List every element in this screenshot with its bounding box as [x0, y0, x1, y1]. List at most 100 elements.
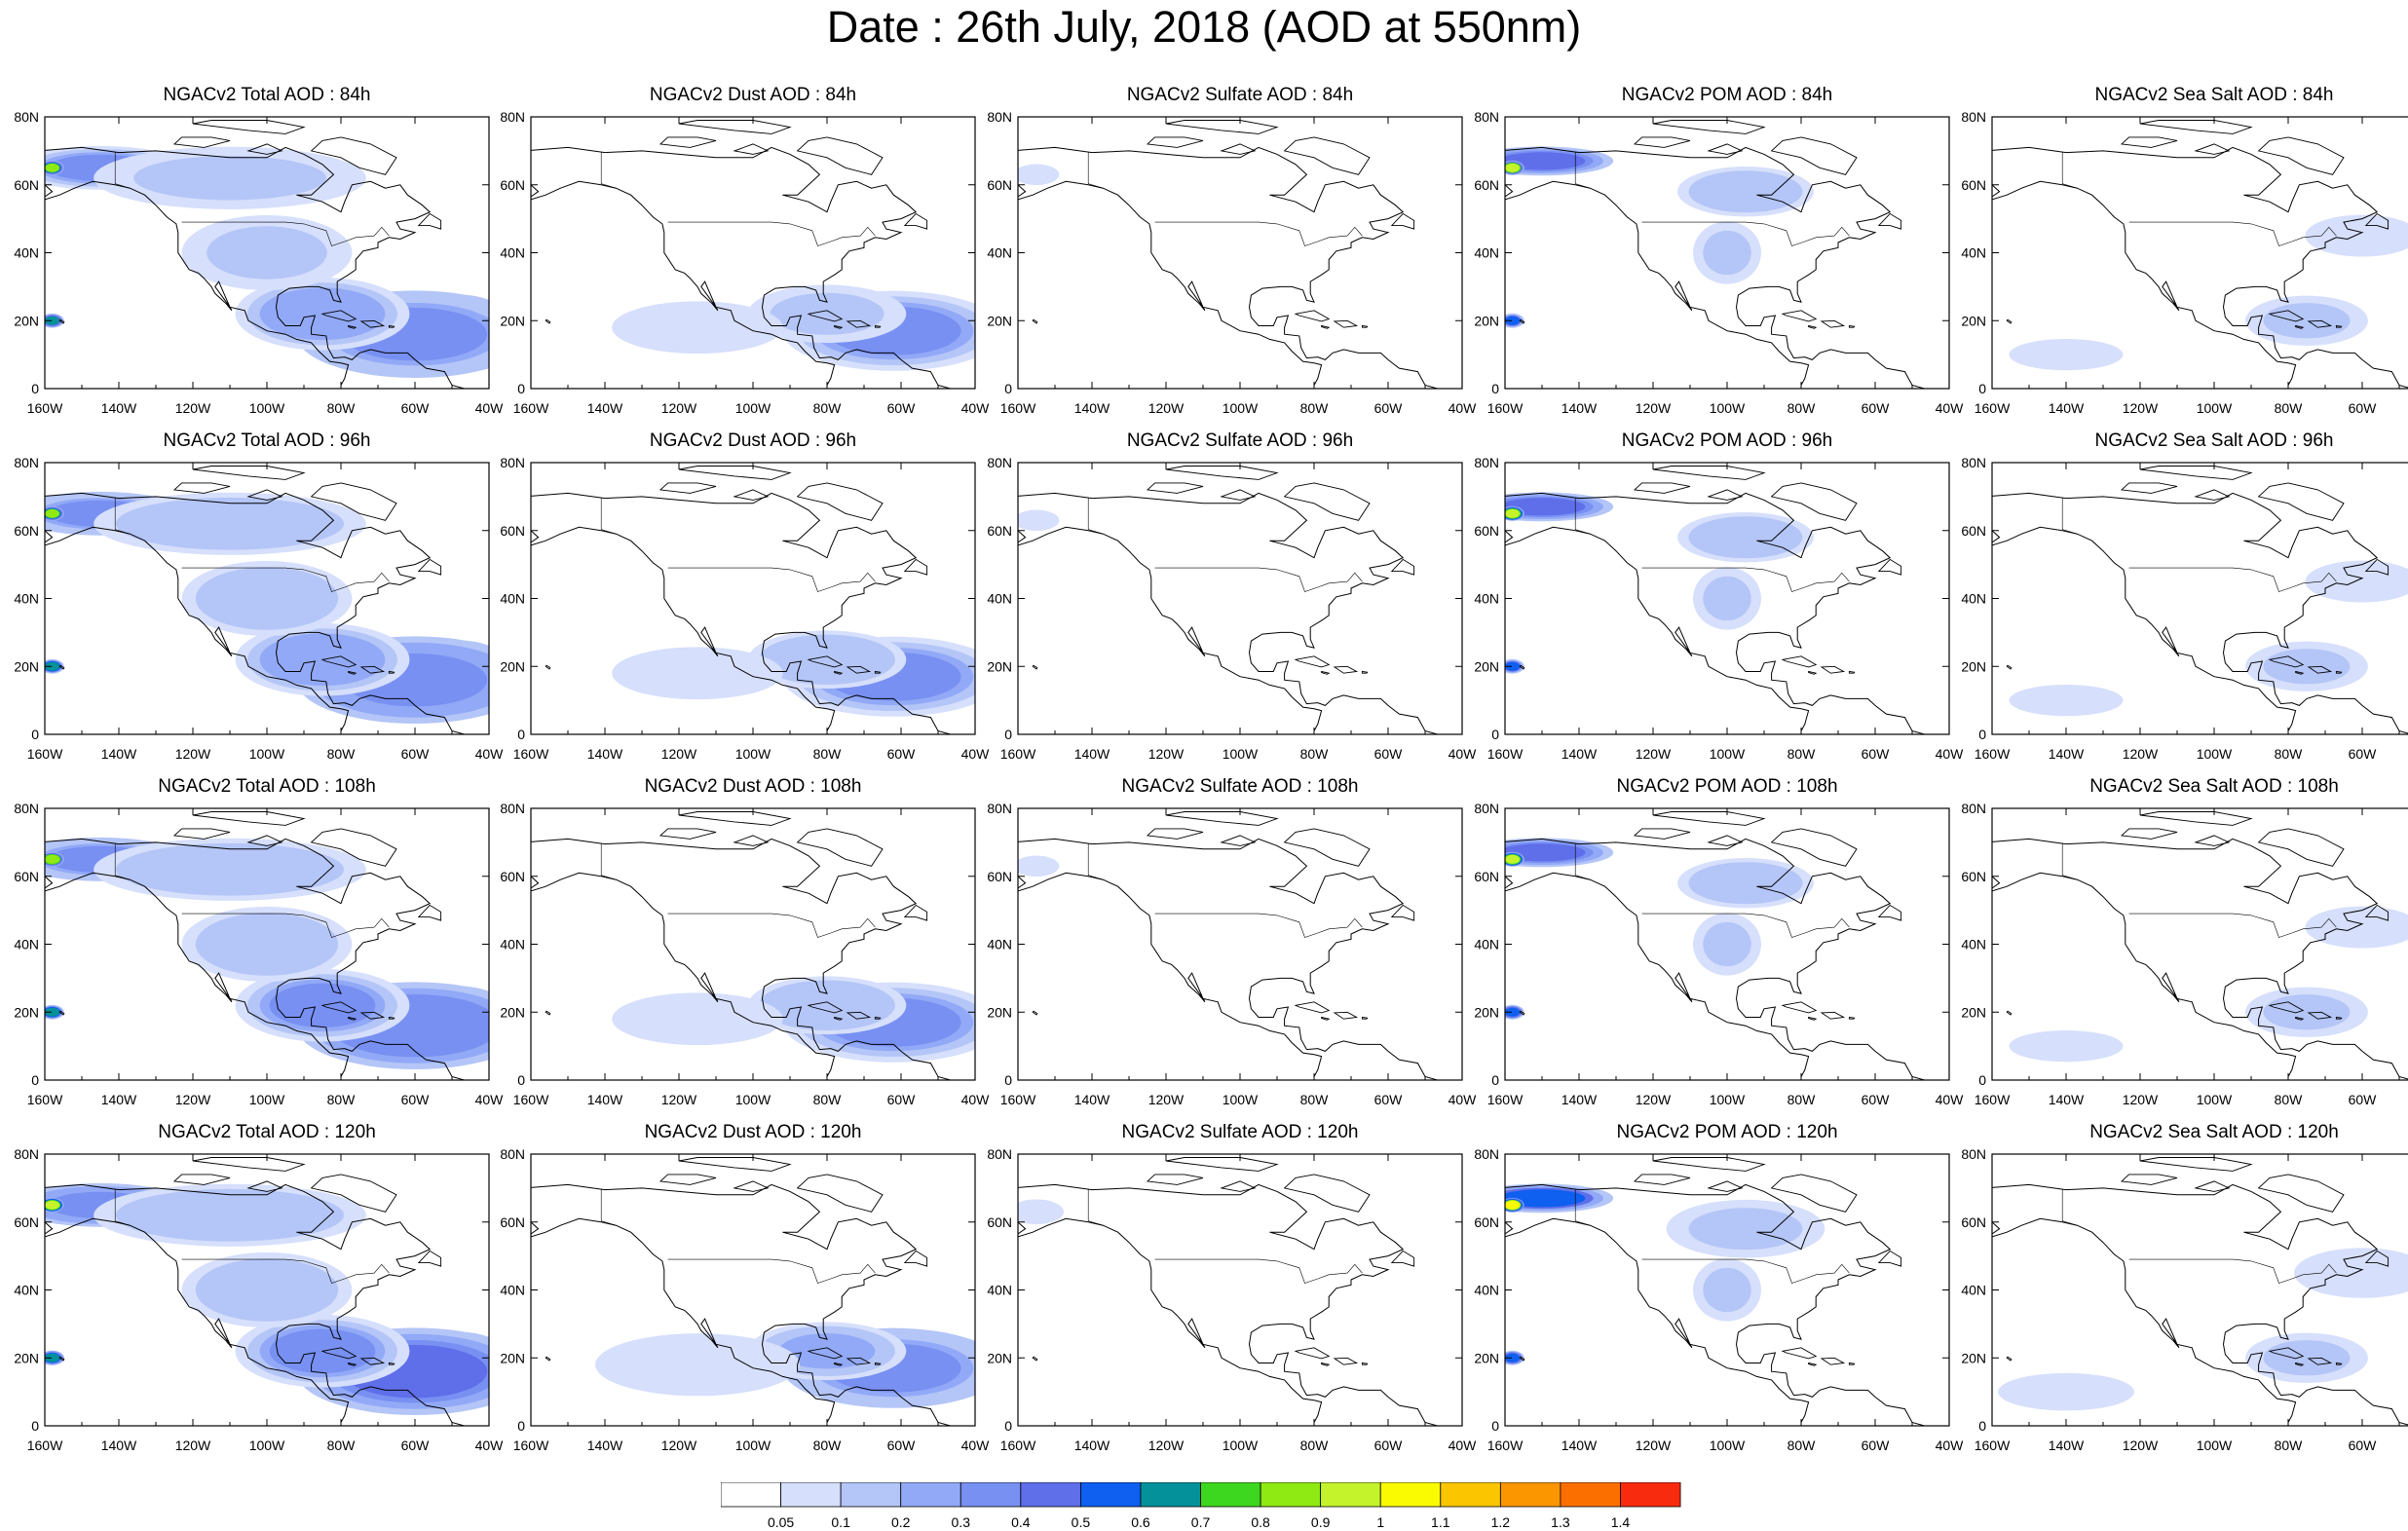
island-outline — [310, 1174, 397, 1213]
island-outline — [846, 665, 872, 674]
x-tick-label: 160W — [513, 400, 549, 416]
island-outline — [1848, 1362, 1856, 1365]
island-outline — [1820, 1357, 1846, 1365]
island-outline — [1361, 324, 1369, 328]
island-outline — [1707, 835, 1744, 846]
aod-shading — [1018, 166, 1056, 184]
x-tick-label: 80W — [2275, 1438, 2304, 1453]
x-tick-label: 120W — [2123, 746, 2159, 762]
country-border — [600, 1189, 617, 1226]
aod-shading — [2314, 1254, 2408, 1291]
x-tick-label: 60W — [1862, 746, 1891, 762]
x-tick-label: 100W — [249, 1438, 285, 1453]
x-tick-label: 40W — [961, 1438, 991, 1453]
y-tick-label: 0 — [1491, 381, 1499, 396]
x-tick-label: 40W — [475, 400, 505, 416]
map-panel-seasalt-96h: NGACv2 Sea Salt AOD : 96h 160W 140W 120W 100… — [1961, 430, 2408, 762]
island-outline — [796, 482, 884, 521]
y-tick-label: 60N — [987, 523, 1012, 539]
x-tick-label: 60W — [887, 746, 917, 762]
x-tick-label: 80W — [813, 1438, 843, 1453]
island-outline — [348, 1016, 357, 1021]
y-tick-label: 20N — [500, 658, 525, 674]
island-outline — [1633, 1174, 1691, 1185]
map-panel-total-108h: NGACv2 Total AOD : 108h 160W 140W 120W 100W 8… — [14, 776, 504, 1107]
x-tick-label: 140W — [101, 746, 137, 762]
y-tick-label: 80N — [987, 109, 1012, 125]
x-tick-label: 100W — [1223, 746, 1259, 762]
colorbar-bin — [840, 1482, 902, 1508]
y-tick-label: 20N — [1474, 1004, 1499, 1020]
island-outline — [1321, 324, 1331, 329]
aod-shading — [2314, 217, 2408, 254]
country-border — [2128, 913, 2337, 938]
panel-title: NGACv2 Total AOD : 120h — [158, 1122, 376, 1142]
x-tick-label: 40W — [1936, 746, 1965, 762]
island-outline — [1333, 665, 1359, 674]
panel-title: NGACv2 Sea Salt AOD : 84h — [2094, 85, 2334, 105]
island-outline — [320, 310, 357, 322]
aod-shading — [133, 1193, 326, 1238]
coastline — [1505, 146, 1927, 389]
x-tick-label: 140W — [1074, 746, 1110, 762]
x-tick-label: 100W — [735, 1438, 771, 1453]
x-tick-label: 80W — [1787, 1092, 1817, 1107]
x-tick-label: 160W — [27, 1438, 63, 1453]
y-tick-label: 60N — [500, 1214, 525, 1230]
aod-shading — [207, 572, 327, 625]
island-outline — [1652, 120, 1766, 134]
aod-shading — [2017, 687, 2115, 714]
x-tick-label: 160W — [1487, 1092, 1524, 1107]
island-outline — [2257, 828, 2345, 867]
coastline — [531, 146, 953, 389]
aod-shading — [207, 226, 327, 280]
map-panel-seasalt-108h: NGACv2 Sea Salt AOD : 108h 160W 140W 120W 10… — [1961, 776, 2408, 1107]
island-outline — [1294, 1347, 1331, 1360]
map-panel-sulfate-108h: NGACv2 Sulfate AOD : 108h 160W 140W 120W 100… — [987, 776, 1477, 1107]
x-tick-label: 60W — [1862, 1438, 1891, 1453]
island-outline — [359, 1011, 386, 1020]
x-tick-label: 80W — [2275, 1092, 2304, 1107]
country-border — [1641, 221, 1850, 246]
country-border — [1154, 567, 1363, 592]
x-tick-label: 40W — [1936, 1092, 1965, 1107]
y-tick-label: 40N — [987, 245, 1012, 261]
aod-shading — [1505, 854, 1521, 864]
x-tick-label: 60W — [401, 746, 431, 762]
aod-shading — [1505, 163, 1521, 172]
island-outline — [2335, 670, 2343, 674]
y-tick-label: 80N — [1961, 455, 1986, 470]
y-tick-label: 40N — [14, 1283, 39, 1298]
map-panel-pom-108h: NGACv2 POM AOD : 108h 160W 140W 120W 100W 80W… — [1474, 776, 1964, 1107]
aod-shading — [1505, 1007, 1521, 1017]
aod-shading — [133, 847, 326, 892]
y-tick-label: 60N — [500, 523, 525, 539]
island-outline — [658, 1174, 717, 1185]
y-tick-label: 80N — [1474, 1146, 1499, 1162]
x-tick-label: 100W — [1710, 400, 1746, 416]
y-tick-label: 40N — [1961, 591, 1986, 607]
x-tick-label: 160W — [513, 1092, 549, 1107]
aod-shading — [2017, 341, 2115, 368]
y-tick-label: 40N — [1474, 1283, 1499, 1298]
island-outline — [1294, 1001, 1331, 1014]
panel-title: NGACv2 Sulfate AOD : 120h — [1121, 1122, 1359, 1142]
island-outline — [678, 811, 792, 826]
coastline — [1992, 146, 2408, 389]
country-border — [1087, 498, 1104, 535]
y-tick-label: 60N — [500, 869, 525, 884]
x-tick-label: 140W — [1561, 1438, 1598, 1453]
x-tick-label: 80W — [1300, 1438, 1330, 1453]
coastline — [1505, 492, 1927, 734]
y-tick-label: 60N — [14, 177, 39, 193]
colorbar-bin — [1140, 1482, 1201, 1508]
country-border — [2061, 152, 2078, 189]
x-tick-label: 100W — [2197, 746, 2233, 762]
x-tick-label: 120W — [175, 1092, 211, 1107]
island-outline — [545, 318, 551, 324]
